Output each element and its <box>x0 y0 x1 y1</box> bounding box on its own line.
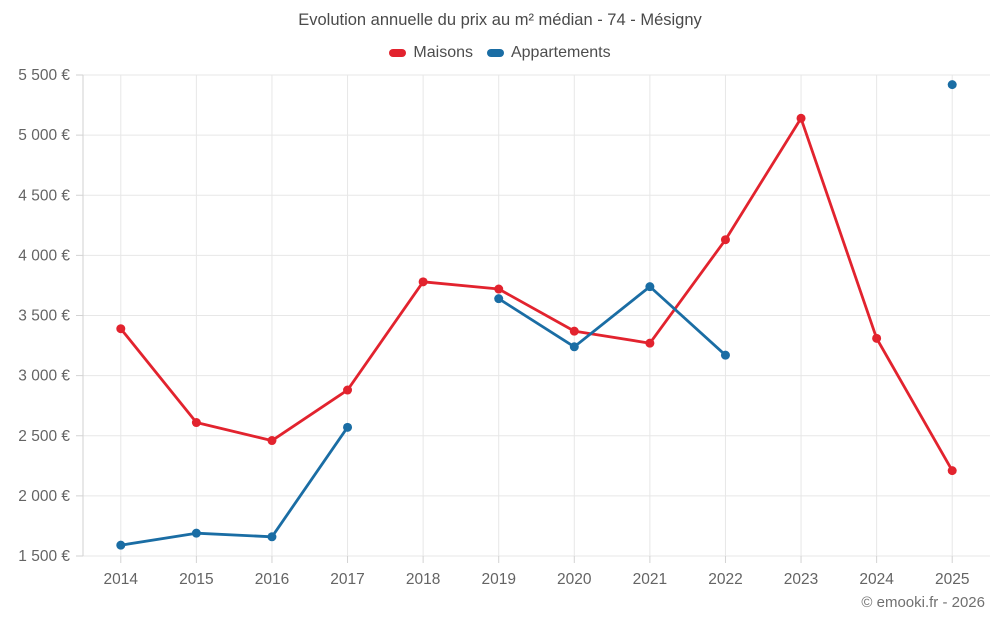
chart-footer-credit: © emooki.fr - 2026 <box>861 594 985 611</box>
legend-label-maisons: Maisons <box>413 44 473 61</box>
y-axis-label: 2 500 € <box>18 428 70 445</box>
x-axis-label: 2023 <box>784 571 818 588</box>
point-appartements-2025[interactable] <box>947 80 957 90</box>
point-maisons-2014[interactable] <box>116 324 126 334</box>
y-axis-label: 2 000 € <box>18 488 70 505</box>
legend-item-appartements[interactable]: Appartements <box>486 44 611 62</box>
x-axis-label: 2019 <box>481 571 515 588</box>
x-axis-label: 2021 <box>633 571 667 588</box>
x-axis-label: 2015 <box>179 571 213 588</box>
y-axis-label: 3 000 € <box>18 368 70 385</box>
chart-title: Evolution annuelle du prix au m² médian … <box>298 11 702 29</box>
x-axis-label: 2016 <box>255 571 289 588</box>
point-maisons-2018[interactable] <box>418 277 428 287</box>
y-axis-label: 5 500 € <box>18 67 70 84</box>
point-maisons-2023[interactable] <box>796 113 806 123</box>
point-maisons-2020[interactable] <box>569 326 579 336</box>
series-line-maisons <box>119 116 954 472</box>
legend-label-appartements: Appartements <box>510 44 611 61</box>
y-axis-label: 1 500 € <box>18 548 70 565</box>
chart-svg: 1 500 € 2 000 € 2 500 € 3 000 € 3 500 € 4 000… <box>18 67 990 588</box>
point-maisons-2017[interactable] <box>343 385 353 395</box>
point-appartements-2022[interactable] <box>720 350 730 360</box>
x-axis-label: 2014 <box>104 571 139 588</box>
point-maisons-2015[interactable] <box>191 418 201 428</box>
legend: Maisons Appartements <box>0 44 1000 62</box>
point-maisons-2025[interactable] <box>947 466 957 476</box>
y-axis-label: 4 500 € <box>18 187 70 204</box>
x-axis-label: 2025 <box>935 571 969 588</box>
maisons-swatch-icon <box>389 49 407 57</box>
y-axis-label: 4 000 € <box>18 247 70 264</box>
point-maisons-2016[interactable] <box>267 436 277 446</box>
point-maisons-2021[interactable] <box>645 338 655 348</box>
x-axis-label: 2024 <box>859 571 894 588</box>
x-axis-label: 2020 <box>557 571 592 588</box>
point-appartements-2015[interactable] <box>191 528 201 538</box>
x-axis-label: 2022 <box>708 571 742 588</box>
point-appartements-2017[interactable] <box>343 422 353 432</box>
point-appartements-2020[interactable] <box>569 342 579 352</box>
appartements-swatch-icon <box>486 49 504 57</box>
x-axis-label: 2017 <box>330 571 364 588</box>
point-maisons-2022[interactable] <box>720 235 730 245</box>
point-appartements-2021[interactable] <box>645 282 655 292</box>
y-axis-label: 5 000 € <box>18 127 70 144</box>
y-axis-label: 3 500 € <box>18 308 70 325</box>
point-maisons-2024[interactable] <box>872 333 882 343</box>
legend-item-maisons[interactable]: Maisons <box>389 44 473 62</box>
point-appartements-2014[interactable] <box>116 540 126 550</box>
point-appartements-2016[interactable] <box>267 532 277 542</box>
point-maisons-2019[interactable] <box>494 284 504 294</box>
point-appartements-2019[interactable] <box>494 294 504 304</box>
series-line-appartements <box>121 85 952 546</box>
x-axis-label: 2018 <box>406 571 440 588</box>
